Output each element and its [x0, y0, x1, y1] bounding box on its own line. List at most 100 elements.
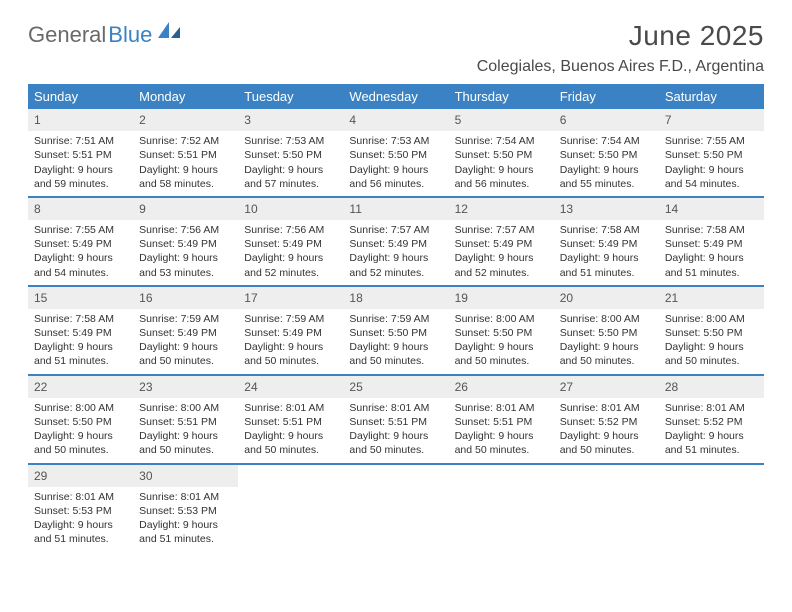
sunrise-line: Sunrise: 8:00 AM	[455, 312, 548, 326]
day-cell: 16Sunrise: 7:59 AMSunset: 5:49 PMDayligh…	[133, 287, 238, 374]
daylight-line: Daylight: 9 hours and 50 minutes.	[34, 429, 127, 457]
daylight-line: Daylight: 9 hours and 51 minutes.	[560, 251, 653, 279]
day-cell: 19Sunrise: 8:00 AMSunset: 5:50 PMDayligh…	[449, 287, 554, 374]
weekday-header: Thursday	[449, 84, 554, 109]
sunrise-line: Sunrise: 7:58 AM	[665, 223, 758, 237]
daylight-line: Daylight: 9 hours and 53 minutes.	[139, 251, 232, 279]
daylight-line: Daylight: 9 hours and 50 minutes.	[455, 429, 548, 457]
week-row: 15Sunrise: 7:58 AMSunset: 5:49 PMDayligh…	[28, 285, 764, 374]
daylight-line: Daylight: 9 hours and 52 minutes.	[455, 251, 548, 279]
sunrise-line: Sunrise: 7:52 AM	[139, 134, 232, 148]
sunset-line: Sunset: 5:49 PM	[244, 326, 337, 340]
day-cell: 2Sunrise: 7:52 AMSunset: 5:51 PMDaylight…	[133, 109, 238, 196]
daylight-line: Daylight: 9 hours and 50 minutes.	[455, 340, 548, 368]
day-body: Sunrise: 7:57 AMSunset: 5:49 PMDaylight:…	[449, 220, 554, 285]
sunrise-line: Sunrise: 7:59 AM	[349, 312, 442, 326]
day-cell: 30Sunrise: 8:01 AMSunset: 5:53 PMDayligh…	[133, 465, 238, 552]
day-number: 7	[659, 109, 764, 131]
daylight-line: Daylight: 9 hours and 57 minutes.	[244, 163, 337, 191]
daylight-line: Daylight: 9 hours and 50 minutes.	[349, 429, 442, 457]
sunrise-line: Sunrise: 7:54 AM	[455, 134, 548, 148]
week-row: 29Sunrise: 8:01 AMSunset: 5:53 PMDayligh…	[28, 463, 764, 552]
empty-cell	[238, 465, 343, 552]
day-cell: 18Sunrise: 7:59 AMSunset: 5:50 PMDayligh…	[343, 287, 448, 374]
sunset-line: Sunset: 5:50 PM	[560, 326, 653, 340]
sunset-line: Sunset: 5:49 PM	[665, 237, 758, 251]
day-cell: 17Sunrise: 7:59 AMSunset: 5:49 PMDayligh…	[238, 287, 343, 374]
sunset-line: Sunset: 5:50 PM	[455, 326, 548, 340]
weekday-header: Sunday	[28, 84, 133, 109]
sunset-line: Sunset: 5:53 PM	[34, 504, 127, 518]
sunset-line: Sunset: 5:52 PM	[560, 415, 653, 429]
week-row: 22Sunrise: 8:00 AMSunset: 5:50 PMDayligh…	[28, 374, 764, 463]
sunrise-line: Sunrise: 8:01 AM	[139, 490, 232, 504]
calendar-grid: SundayMondayTuesdayWednesdayThursdayFrid…	[28, 84, 764, 551]
daylight-line: Daylight: 9 hours and 54 minutes.	[34, 251, 127, 279]
day-number: 2	[133, 109, 238, 131]
day-body: Sunrise: 7:56 AMSunset: 5:49 PMDaylight:…	[133, 220, 238, 285]
sunset-line: Sunset: 5:51 PM	[349, 415, 442, 429]
day-body: Sunrise: 8:01 AMSunset: 5:51 PMDaylight:…	[343, 398, 448, 463]
day-cell: 11Sunrise: 7:57 AMSunset: 5:49 PMDayligh…	[343, 198, 448, 285]
day-cell: 12Sunrise: 7:57 AMSunset: 5:49 PMDayligh…	[449, 198, 554, 285]
sunrise-line: Sunrise: 7:58 AM	[34, 312, 127, 326]
day-number: 25	[343, 376, 448, 398]
sunrise-line: Sunrise: 7:53 AM	[244, 134, 337, 148]
day-cell: 13Sunrise: 7:58 AMSunset: 5:49 PMDayligh…	[554, 198, 659, 285]
day-body: Sunrise: 8:01 AMSunset: 5:53 PMDaylight:…	[133, 487, 238, 552]
sunrise-line: Sunrise: 8:01 AM	[34, 490, 127, 504]
day-cell: 22Sunrise: 8:00 AMSunset: 5:50 PMDayligh…	[28, 376, 133, 463]
day-cell: 5Sunrise: 7:54 AMSunset: 5:50 PMDaylight…	[449, 109, 554, 196]
sunset-line: Sunset: 5:49 PM	[139, 326, 232, 340]
sunrise-line: Sunrise: 7:58 AM	[560, 223, 653, 237]
sunset-line: Sunset: 5:50 PM	[455, 148, 548, 162]
day-body: Sunrise: 8:01 AMSunset: 5:51 PMDaylight:…	[238, 398, 343, 463]
sunset-line: Sunset: 5:50 PM	[349, 148, 442, 162]
day-cell: 21Sunrise: 8:00 AMSunset: 5:50 PMDayligh…	[659, 287, 764, 374]
day-cell: 9Sunrise: 7:56 AMSunset: 5:49 PMDaylight…	[133, 198, 238, 285]
sunrise-line: Sunrise: 8:01 AM	[560, 401, 653, 415]
location-subtitle: Colegiales, Buenos Aires F.D., Argentina	[477, 58, 764, 76]
day-number: 24	[238, 376, 343, 398]
daylight-line: Daylight: 9 hours and 58 minutes.	[139, 163, 232, 191]
sunset-line: Sunset: 5:49 PM	[139, 237, 232, 251]
sunset-line: Sunset: 5:51 PM	[455, 415, 548, 429]
day-body: Sunrise: 8:01 AMSunset: 5:52 PMDaylight:…	[659, 398, 764, 463]
day-number: 18	[343, 287, 448, 309]
day-body: Sunrise: 7:58 AMSunset: 5:49 PMDaylight:…	[659, 220, 764, 285]
day-number: 17	[238, 287, 343, 309]
week-row: 1Sunrise: 7:51 AMSunset: 5:51 PMDaylight…	[28, 109, 764, 196]
day-number: 20	[554, 287, 659, 309]
day-cell: 8Sunrise: 7:55 AMSunset: 5:49 PMDaylight…	[28, 198, 133, 285]
day-body: Sunrise: 7:59 AMSunset: 5:49 PMDaylight:…	[238, 309, 343, 374]
day-number: 16	[133, 287, 238, 309]
weekday-header: Friday	[554, 84, 659, 109]
daylight-line: Daylight: 9 hours and 56 minutes.	[349, 163, 442, 191]
empty-cell	[449, 465, 554, 552]
day-body: Sunrise: 8:01 AMSunset: 5:53 PMDaylight:…	[28, 487, 133, 552]
daylight-line: Daylight: 9 hours and 51 minutes.	[665, 429, 758, 457]
day-body: Sunrise: 8:01 AMSunset: 5:51 PMDaylight:…	[449, 398, 554, 463]
day-number: 6	[554, 109, 659, 131]
day-number: 1	[28, 109, 133, 131]
day-body: Sunrise: 7:54 AMSunset: 5:50 PMDaylight:…	[554, 131, 659, 196]
day-number: 12	[449, 198, 554, 220]
day-number: 27	[554, 376, 659, 398]
day-number: 4	[343, 109, 448, 131]
sunset-line: Sunset: 5:50 PM	[244, 148, 337, 162]
weekday-header-row: SundayMondayTuesdayWednesdayThursdayFrid…	[28, 84, 764, 109]
sunrise-line: Sunrise: 8:00 AM	[560, 312, 653, 326]
weeks-container: 1Sunrise: 7:51 AMSunset: 5:51 PMDaylight…	[28, 109, 764, 551]
daylight-line: Daylight: 9 hours and 50 minutes.	[560, 429, 653, 457]
page-header: General Blue June 2025 Colegiales, Bueno…	[28, 20, 764, 76]
sunset-line: Sunset: 5:50 PM	[665, 326, 758, 340]
sunrise-line: Sunrise: 7:57 AM	[349, 223, 442, 237]
day-body: Sunrise: 7:56 AMSunset: 5:49 PMDaylight:…	[238, 220, 343, 285]
sunset-line: Sunset: 5:49 PM	[34, 326, 127, 340]
sunset-line: Sunset: 5:51 PM	[139, 415, 232, 429]
sunset-line: Sunset: 5:53 PM	[139, 504, 232, 518]
day-number: 14	[659, 198, 764, 220]
sunrise-line: Sunrise: 7:56 AM	[244, 223, 337, 237]
sunrise-line: Sunrise: 8:00 AM	[139, 401, 232, 415]
day-number: 30	[133, 465, 238, 487]
